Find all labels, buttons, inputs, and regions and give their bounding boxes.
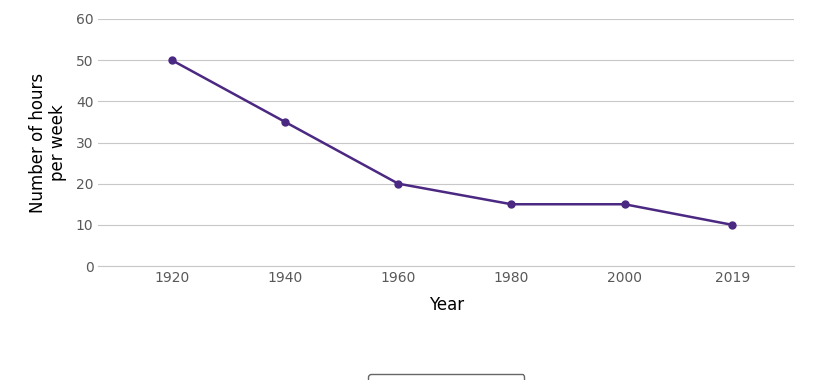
Hours per week [620,202,630,207]
Line: Hours per week: Hours per week [169,57,735,228]
Hours per week [280,120,290,124]
Y-axis label: Number of hours
per week: Number of hours per week [29,73,67,212]
Legend: Hours per week: Hours per week [369,374,524,380]
Hours per week [727,223,737,227]
Hours per week [506,202,516,207]
Hours per week [167,58,177,62]
Hours per week [393,181,403,186]
X-axis label: Year: Year [429,296,464,314]
